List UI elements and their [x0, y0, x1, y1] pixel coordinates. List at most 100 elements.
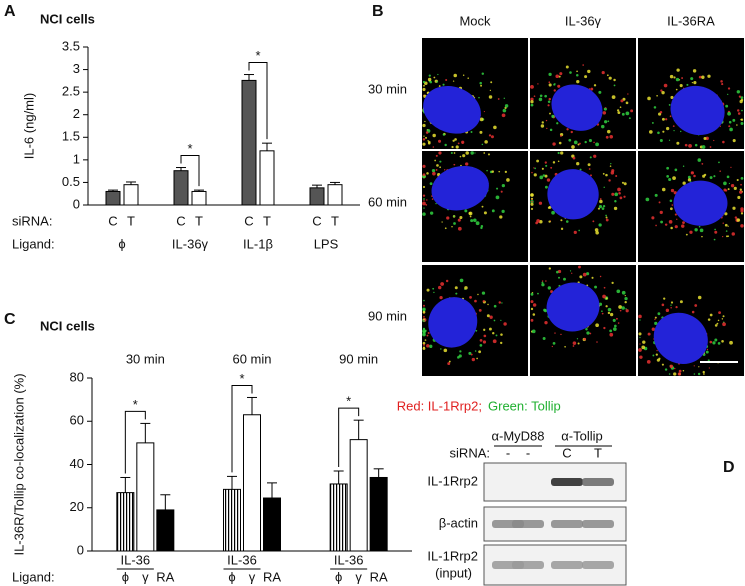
- fluorescent-dot: [614, 200, 617, 203]
- fluorescent-dot: [450, 151, 453, 155]
- fluorescent-dot: [549, 128, 553, 132]
- fluorescent-dot: [489, 315, 493, 319]
- fluorescent-dot: [481, 205, 484, 208]
- fluorescent-dot: [694, 304, 698, 307]
- fluorescent-dot: [465, 162, 469, 166]
- fluorescent-dot: [714, 324, 718, 327]
- fluorescent-dot: [618, 191, 621, 195]
- fluorescent-dot: [668, 220, 673, 224]
- fluorescent-dot: [726, 235, 728, 238]
- fluorescent-dot: [598, 90, 602, 94]
- series-label: RA: [370, 569, 388, 584]
- fluorescent-dot: [576, 80, 580, 84]
- fluorescent-dot: [451, 145, 454, 149]
- fluorescent-dot: [497, 98, 500, 100]
- fluorescent-dot: [708, 367, 710, 369]
- fluorescent-dot: [422, 327, 426, 330]
- bar: [136, 442, 155, 552]
- bar: [173, 170, 189, 206]
- fluorescent-dot: [572, 345, 575, 347]
- series-label: γ: [355, 569, 362, 584]
- row-label: 30 min: [368, 81, 407, 96]
- fluorescent-dot: [606, 129, 611, 134]
- y-tick-label: 3.5: [62, 38, 80, 53]
- fluorescent-dot: [668, 177, 672, 182]
- fluorescent-dot: [625, 308, 627, 310]
- panel-d: α-MyD88 α-Tollip siRNA: - - C T IL-1Rrp2 β-actin…: [427, 428, 627, 586]
- fluorescent-dot: [714, 230, 718, 234]
- fluorescent-dot: [646, 359, 651, 364]
- fluorescent-dot: [501, 113, 506, 118]
- fluorescent-dot: [479, 81, 482, 85]
- fluorescent-dot: [671, 204, 674, 206]
- y-tick-label: 0: [77, 542, 84, 557]
- fluorescent-dot: [577, 143, 580, 146]
- fluorescent-dot: [481, 291, 486, 295]
- fluorescent-dot: [621, 306, 625, 310]
- fluorescent-dot: [663, 83, 668, 88]
- fluorescent-dot: [727, 111, 731, 116]
- fluorescent-dot: [603, 326, 606, 330]
- fluorescent-dot: [429, 182, 433, 186]
- fluorescent-dot: [701, 235, 703, 238]
- significance-label: *: [239, 371, 244, 386]
- fluorescent-dot: [461, 142, 464, 144]
- significance-label: *: [346, 394, 351, 409]
- fluorescent-dot: [479, 338, 483, 342]
- fluorescent-dot: [707, 74, 711, 78]
- fluorescent-dot: [500, 333, 503, 336]
- fluorescent-dot: [480, 226, 483, 230]
- fluorescent-dot: [422, 123, 426, 128]
- fluorescent-dot: [441, 221, 443, 223]
- series-label: C: [244, 213, 253, 228]
- fluorescent-dot: [630, 109, 634, 113]
- fluorescent-dot: [655, 224, 657, 227]
- fluorescent-dot: [675, 77, 680, 82]
- fluorescent-dot: [670, 95, 674, 100]
- fluorescent-dot: [427, 140, 429, 142]
- series-label: T: [331, 213, 339, 228]
- fluorescent-dot: [585, 327, 588, 331]
- fluorescent-dot: [674, 168, 678, 172]
- fluorescent-dot: [721, 339, 724, 343]
- series-label: T: [263, 213, 271, 228]
- fluorescent-dot: [547, 206, 551, 209]
- fluorescent-dot: [502, 108, 507, 113]
- fluorescent-dot: [721, 318, 724, 320]
- fluorescent-dot: [693, 365, 695, 367]
- fluorescent-dot: [611, 281, 614, 284]
- fluorescent-dot: [737, 195, 741, 200]
- fluorescent-dot: [457, 226, 462, 231]
- fluorescent-dot: [651, 327, 656, 331]
- fluorescent-dot: [701, 75, 705, 79]
- row-label: siRNA:: [12, 213, 52, 228]
- fluorescent-dot: [531, 171, 533, 174]
- fluorescent-dot: [462, 74, 465, 76]
- fluorescent-dot: [555, 74, 560, 79]
- fluorescent-dot: [627, 93, 629, 95]
- y-tick-label: 0.5: [62, 174, 80, 189]
- fluorescent-dot: [479, 344, 483, 347]
- fluorescent-dot: [609, 329, 613, 333]
- fluorescent-dot: [429, 344, 433, 349]
- fluorescent-dot: [487, 303, 489, 306]
- significance-bracket: [231, 384, 253, 473]
- fluorescent-dot: [548, 83, 552, 87]
- fluorescent-dot: [676, 218, 678, 220]
- fluorescent-dot: [698, 366, 700, 368]
- group-label: IL-36: [334, 552, 364, 567]
- category-label: IL-36γ: [172, 236, 209, 251]
- fluorescent-dot: [425, 203, 428, 206]
- fluorescent-dot: [672, 176, 676, 180]
- fluorescent-dot: [668, 103, 671, 106]
- fluorescent-dot: [670, 301, 674, 304]
- fluorescent-dot: [424, 339, 427, 341]
- fluorescent-dot: [651, 216, 655, 220]
- fluorescent-dot: [551, 345, 553, 348]
- fluorescent-dot: [453, 152, 456, 154]
- fluorescent-dot: [579, 168, 582, 171]
- fluorescent-dot: [504, 170, 508, 174]
- panel-label: A: [4, 3, 16, 20]
- fluorescent-dot: [425, 131, 429, 134]
- fluorescent-dot: [455, 145, 459, 149]
